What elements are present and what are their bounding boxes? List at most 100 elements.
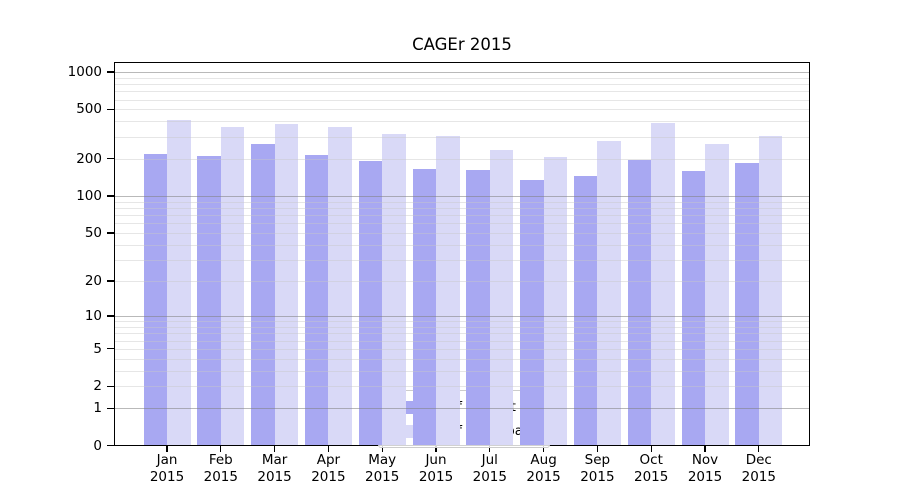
bar-downloads	[651, 122, 675, 445]
y-tick-mark	[107, 158, 114, 160]
y-tick-mark	[107, 108, 114, 110]
gridline-minor	[115, 358, 809, 360]
x-tick-label: Jun 2015	[418, 452, 454, 485]
x-tick-mark	[327, 446, 329, 452]
y-tick-mark	[107, 385, 114, 387]
chart-title: CAGEr 2015	[412, 35, 512, 54]
gridline-minor	[115, 201, 809, 203]
bar-downloads	[489, 149, 514, 445]
bar-downloads	[328, 126, 352, 445]
y-tick-label: 20	[84, 273, 102, 290]
y-tick-label: 500	[76, 101, 102, 118]
gridline-minor	[115, 158, 809, 160]
x-tick-mark	[650, 446, 652, 452]
legend-item: Nb of downloads	[388, 423, 539, 439]
gridline-minor	[115, 326, 809, 328]
legend-item: Nb of distinct IPs	[388, 399, 539, 415]
y-tick-label: 50	[84, 225, 102, 242]
x-tick-mark	[704, 446, 706, 452]
bar-distinct-ips	[251, 143, 275, 445]
bar-downloads	[758, 136, 783, 445]
x-tick-mark	[381, 446, 383, 452]
bar-downloads	[436, 135, 460, 445]
bar-distinct-ips	[197, 156, 221, 445]
bar-distinct-ips	[304, 154, 329, 445]
gridline-minor	[115, 281, 809, 283]
bar-downloads	[220, 126, 245, 445]
bar-downloads	[705, 144, 729, 445]
y-tick-mark	[107, 315, 114, 317]
gridline-major	[115, 71, 809, 73]
x-tick-mark	[596, 446, 598, 452]
gridline-minor	[115, 223, 809, 225]
x-tick-label: Oct 2015	[634, 452, 669, 485]
x-tick-label: Feb 2015	[203, 452, 238, 485]
x-tick-mark	[543, 446, 545, 452]
x-tick-label: Dec 2015	[741, 452, 776, 485]
gridline-minor	[115, 136, 809, 138]
x-tick-label: Jul 2015	[472, 452, 507, 485]
y-tick-mark	[107, 280, 114, 282]
gridline-minor	[115, 333, 809, 335]
bar-downloads	[382, 134, 406, 445]
x-tick-label: Mar 2015	[257, 452, 292, 485]
gridline-minor	[115, 259, 809, 261]
y-tick-mark	[107, 71, 114, 73]
x-tick-mark	[758, 446, 760, 452]
y-tick-mark	[107, 407, 114, 409]
x-tick-mark	[166, 446, 168, 452]
gridline-minor	[115, 244, 809, 246]
bar-downloads	[274, 123, 299, 445]
gridline-minor	[115, 208, 809, 209]
x-tick-mark	[489, 446, 491, 452]
y-tick-label: 200	[76, 150, 102, 167]
bar-distinct-ips	[627, 160, 652, 445]
bar-distinct-ips	[466, 170, 490, 445]
gridline-minor	[115, 91, 809, 93]
bar-distinct-ips	[520, 179, 544, 445]
y-tick-label: 10	[84, 308, 102, 325]
x-tick-label: Nov 2015	[687, 452, 723, 485]
x-tick-label: Aug 2015	[526, 452, 561, 485]
plot-area	[114, 62, 810, 446]
x-tick-mark	[435, 446, 437, 452]
gridline-minor	[115, 370, 809, 372]
bar-distinct-ips	[358, 160, 383, 445]
bar-downloads	[167, 120, 191, 445]
bar-downloads	[543, 157, 568, 445]
bar-distinct-ips	[735, 163, 759, 445]
x-tick-mark	[220, 446, 222, 452]
gridline-major	[115, 196, 809, 198]
bar-distinct-ips	[573, 176, 598, 445]
gridline-minor	[115, 84, 809, 85]
gridline-minor	[115, 348, 809, 350]
bar-downloads	[597, 140, 621, 445]
gridline-minor	[115, 321, 809, 323]
x-tick-label: Jan 2015	[149, 452, 185, 485]
gridline-major	[115, 316, 809, 318]
y-tick-mark	[107, 445, 114, 447]
gridline-minor	[115, 109, 809, 111]
y-tick-label: 100	[76, 188, 102, 205]
bar-distinct-ips	[412, 168, 436, 445]
gridline-major	[115, 408, 809, 410]
gridline-minor	[115, 386, 809, 388]
y-tick-label: 5	[93, 340, 102, 357]
y-tick-mark	[107, 195, 114, 197]
y-tick-label: 2	[93, 378, 102, 395]
gridline-minor	[115, 99, 809, 101]
y-tick-label: 0	[93, 437, 102, 454]
x-tick-label: Apr 2015	[311, 452, 346, 485]
y-tick-mark	[107, 232, 114, 234]
gridline-minor	[115, 77, 809, 79]
gridline-minor	[115, 233, 809, 235]
bar-distinct-ips	[681, 170, 705, 445]
bar-distinct-ips	[143, 153, 167, 445]
gridline-minor	[115, 215, 809, 217]
x-tick-mark	[274, 446, 276, 452]
y-tick-label: 1	[93, 400, 102, 417]
gridline-minor	[115, 121, 809, 123]
gridline-minor	[115, 340, 809, 342]
x-tick-label: Sep 2015	[580, 452, 615, 485]
y-tick-label: 1000	[67, 63, 102, 80]
